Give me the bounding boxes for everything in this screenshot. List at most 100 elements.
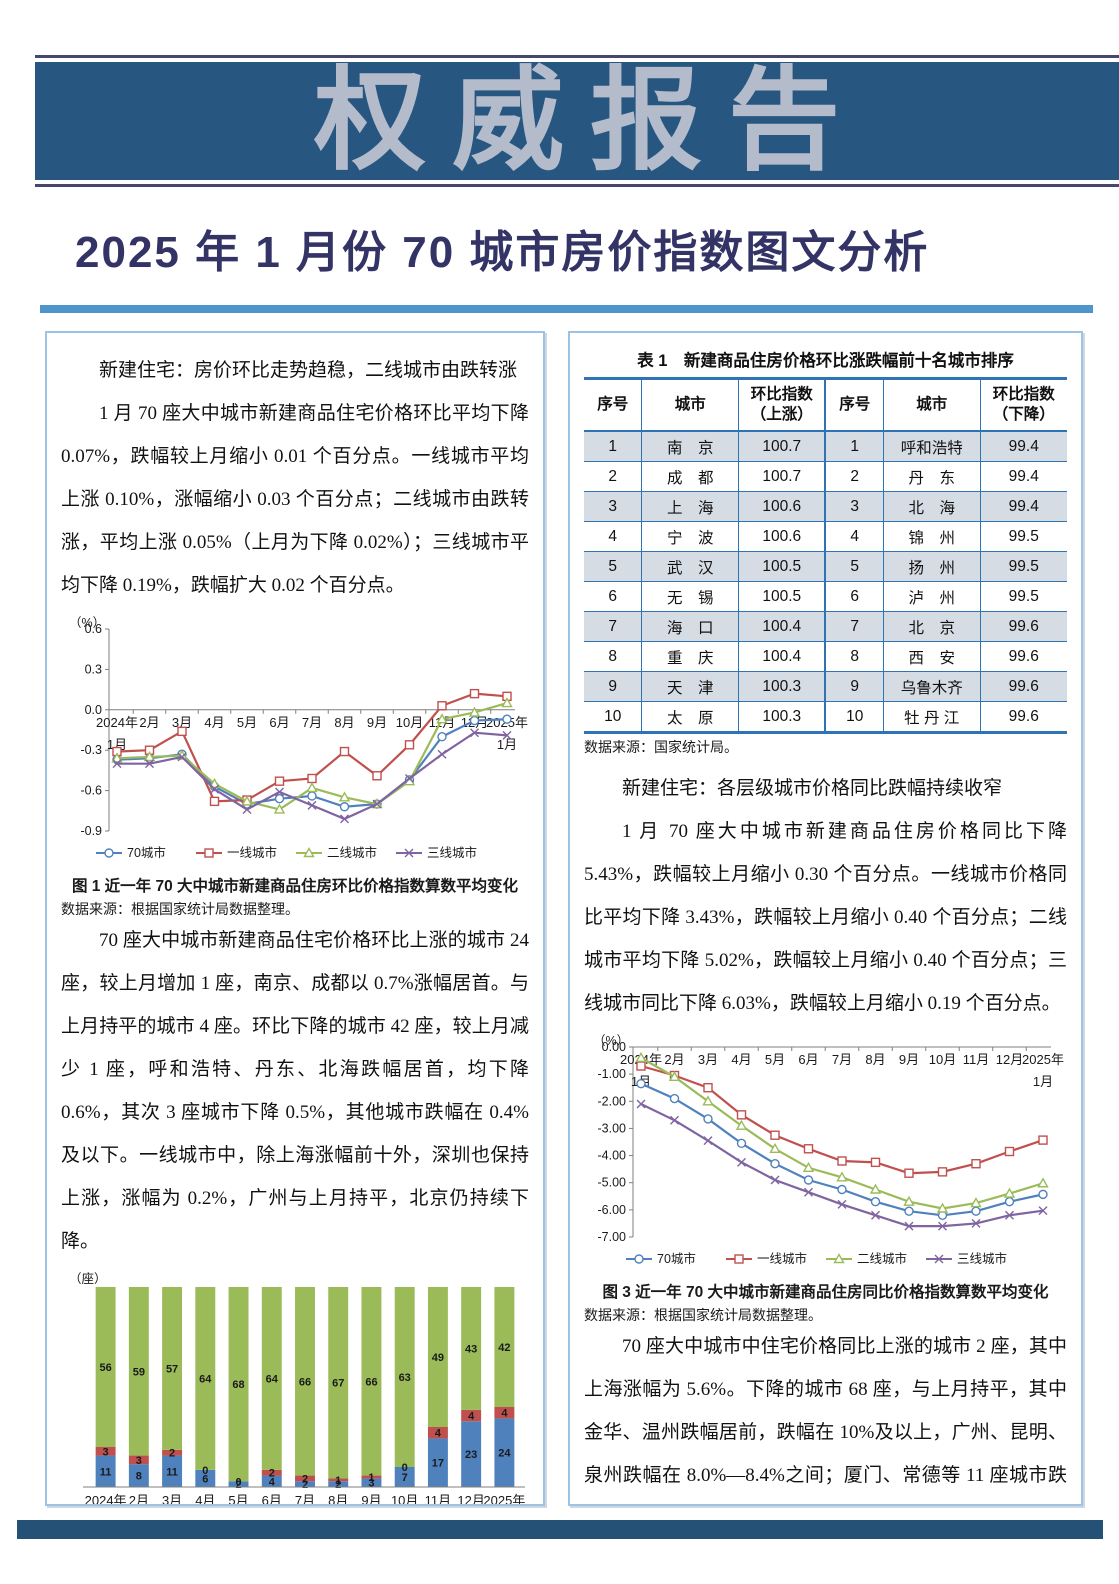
svg-text:-6.00: -6.00 bbox=[597, 1203, 626, 1217]
svg-text:4月: 4月 bbox=[731, 1052, 751, 1067]
svg-text:2025年: 2025年 bbox=[1022, 1052, 1064, 1067]
svg-text:0.6: 0.6 bbox=[85, 622, 102, 636]
table-cell: 5 bbox=[584, 551, 642, 582]
table-cell: 2 bbox=[584, 461, 642, 492]
svg-text:6月: 6月 bbox=[798, 1052, 818, 1067]
table-cell: 扬 州 bbox=[882, 551, 981, 582]
paragraph-mom-cities: 70 座大中城市新建商品住宅价格环比上涨的城市 24 座，较上月增加 1 座，南… bbox=[61, 930, 529, 1252]
svg-text:2: 2 bbox=[269, 1468, 275, 1480]
table1-header-5: 环比指数 （下降） bbox=[979, 378, 1067, 432]
svg-text:10月: 10月 bbox=[391, 1493, 418, 1506]
svg-text:一线城市: 一线城市 bbox=[757, 1251, 807, 1266]
svg-text:2025年: 2025年 bbox=[483, 1493, 525, 1506]
svg-text:11: 11 bbox=[100, 1466, 112, 1478]
table-cell: 太 原 bbox=[641, 701, 739, 733]
svg-text:-1.00: -1.00 bbox=[597, 1067, 626, 1081]
left-panel: 新建住宅：房价环比走势趋稳，二线城市由跌转涨 1 月 70 座大中城市新建商品住… bbox=[45, 331, 545, 1506]
svg-text:1月: 1月 bbox=[107, 737, 127, 752]
svg-text:10月: 10月 bbox=[928, 1052, 955, 1067]
table-cell: 100.3 bbox=[738, 671, 826, 702]
section-heading-yoy: 新建住宅：各层级城市价格同比跌幅持续收窄 bbox=[622, 778, 1003, 799]
svg-text:57: 57 bbox=[166, 1363, 178, 1375]
svg-text:70城市: 70城市 bbox=[657, 1251, 696, 1266]
table-cell: 西 安 bbox=[882, 641, 981, 672]
table-cell: 8 bbox=[824, 641, 884, 672]
svg-text:（%）: （%） bbox=[593, 1034, 629, 1048]
paragraph-yoy-cities: 70 座大中城市中住宅价格同比上涨的城市 2 座，其中上海涨幅为 5.6%。下降… bbox=[584, 1336, 1067, 1486]
svg-text:5月: 5月 bbox=[237, 715, 257, 730]
table-cell: 100.4 bbox=[738, 611, 826, 642]
svg-text:2: 2 bbox=[169, 1448, 175, 1460]
svg-text:7月: 7月 bbox=[302, 715, 322, 730]
svg-text:0: 0 bbox=[202, 1465, 208, 1477]
table-cell: 99.4 bbox=[979, 461, 1067, 492]
table-cell: 3 bbox=[824, 491, 884, 522]
svg-text:4: 4 bbox=[435, 1428, 442, 1440]
svg-text:2: 2 bbox=[302, 1479, 308, 1491]
svg-text:9月: 9月 bbox=[361, 1493, 381, 1506]
svg-text:0.3: 0.3 bbox=[85, 662, 102, 676]
table-cell: 北 京 bbox=[882, 611, 981, 642]
table-cell: 99.4 bbox=[979, 430, 1067, 462]
svg-text:-3.00: -3.00 bbox=[597, 1121, 626, 1135]
svg-text:二线城市: 二线城市 bbox=[857, 1251, 907, 1266]
svg-text:0.0: 0.0 bbox=[85, 703, 102, 717]
svg-text:1月: 1月 bbox=[497, 737, 517, 752]
table-cell: 99.4 bbox=[979, 491, 1067, 522]
svg-text:7月: 7月 bbox=[295, 1493, 315, 1506]
table-cell: 100.4 bbox=[738, 641, 826, 672]
svg-text:2: 2 bbox=[302, 1473, 308, 1485]
banner-background: 权威报告 bbox=[35, 62, 1119, 180]
svg-text:-5.00: -5.00 bbox=[597, 1176, 626, 1190]
svg-text:11月: 11月 bbox=[962, 1052, 989, 1067]
svg-text:8月: 8月 bbox=[334, 715, 354, 730]
svg-text:10月: 10月 bbox=[396, 715, 423, 730]
table-cell: 6 bbox=[584, 581, 642, 612]
svg-text:67: 67 bbox=[332, 1378, 344, 1390]
table-cell: 宁 波 bbox=[641, 521, 739, 552]
svg-text:0: 0 bbox=[235, 1476, 241, 1488]
table-cell: 4 bbox=[824, 521, 884, 552]
table-cell: 武 汉 bbox=[641, 551, 739, 582]
svg-text:23: 23 bbox=[465, 1449, 477, 1461]
table-cell: 呼和浩特 bbox=[882, 430, 981, 462]
svg-text:12月: 12月 bbox=[995, 1052, 1022, 1067]
table-cell: 100.5 bbox=[738, 551, 826, 582]
table-cell: 100.6 bbox=[738, 491, 826, 522]
table-cell: 丹 东 bbox=[882, 461, 981, 492]
svg-text:1月: 1月 bbox=[1032, 1074, 1052, 1089]
table-cell: 100.3 bbox=[738, 701, 826, 733]
svg-text:二线城市: 二线城市 bbox=[327, 845, 377, 860]
svg-text:3: 3 bbox=[136, 1455, 142, 1467]
table-cell: 10 bbox=[584, 701, 642, 733]
table-cell: 牡 丹 江 bbox=[882, 701, 981, 733]
svg-text:3月: 3月 bbox=[162, 1493, 182, 1506]
svg-text:-2.00: -2.00 bbox=[597, 1094, 626, 1108]
table-cell: 2 bbox=[824, 461, 884, 492]
table-cell: 天 津 bbox=[641, 671, 739, 702]
table-cell: 北 海 bbox=[882, 491, 981, 522]
svg-text:2月: 2月 bbox=[664, 1052, 684, 1067]
svg-text:3: 3 bbox=[368, 1478, 374, 1490]
svg-text:（%）: （%） bbox=[69, 616, 105, 630]
svg-text:43: 43 bbox=[465, 1343, 477, 1355]
svg-text:64: 64 bbox=[199, 1373, 212, 1385]
svg-text:2月: 2月 bbox=[129, 1493, 149, 1506]
table-cell: 重 庆 bbox=[641, 641, 739, 672]
paragraph-mom-summary: 1 月 70 座大中城市新建商品住宅价格环比平均下降 0.07%，跌幅较上月缩小… bbox=[61, 403, 529, 596]
table-cell: 上 海 bbox=[641, 491, 739, 522]
paragraph-yoy-summary: 1 月 70 座大中城市新建商品住房价格同比下降 5.43%，跌幅较上月缩小 0… bbox=[584, 821, 1067, 1014]
footer-bar bbox=[17, 1520, 1103, 1539]
table-cell: 99.6 bbox=[979, 701, 1067, 733]
table-cell: 乌鲁木齐 bbox=[882, 671, 981, 702]
right-panel: 表 1 新建商品住房价格环比涨跌幅前十名城市排序 序号 城市 环比指数 （上涨） 序号… bbox=[568, 331, 1083, 1506]
table-cell: 99.6 bbox=[979, 611, 1067, 642]
svg-text:9月: 9月 bbox=[367, 715, 387, 730]
table-cell: 南 京 bbox=[641, 430, 739, 462]
table1-header-1: 城市 bbox=[641, 378, 739, 432]
title-divider bbox=[40, 305, 1093, 313]
